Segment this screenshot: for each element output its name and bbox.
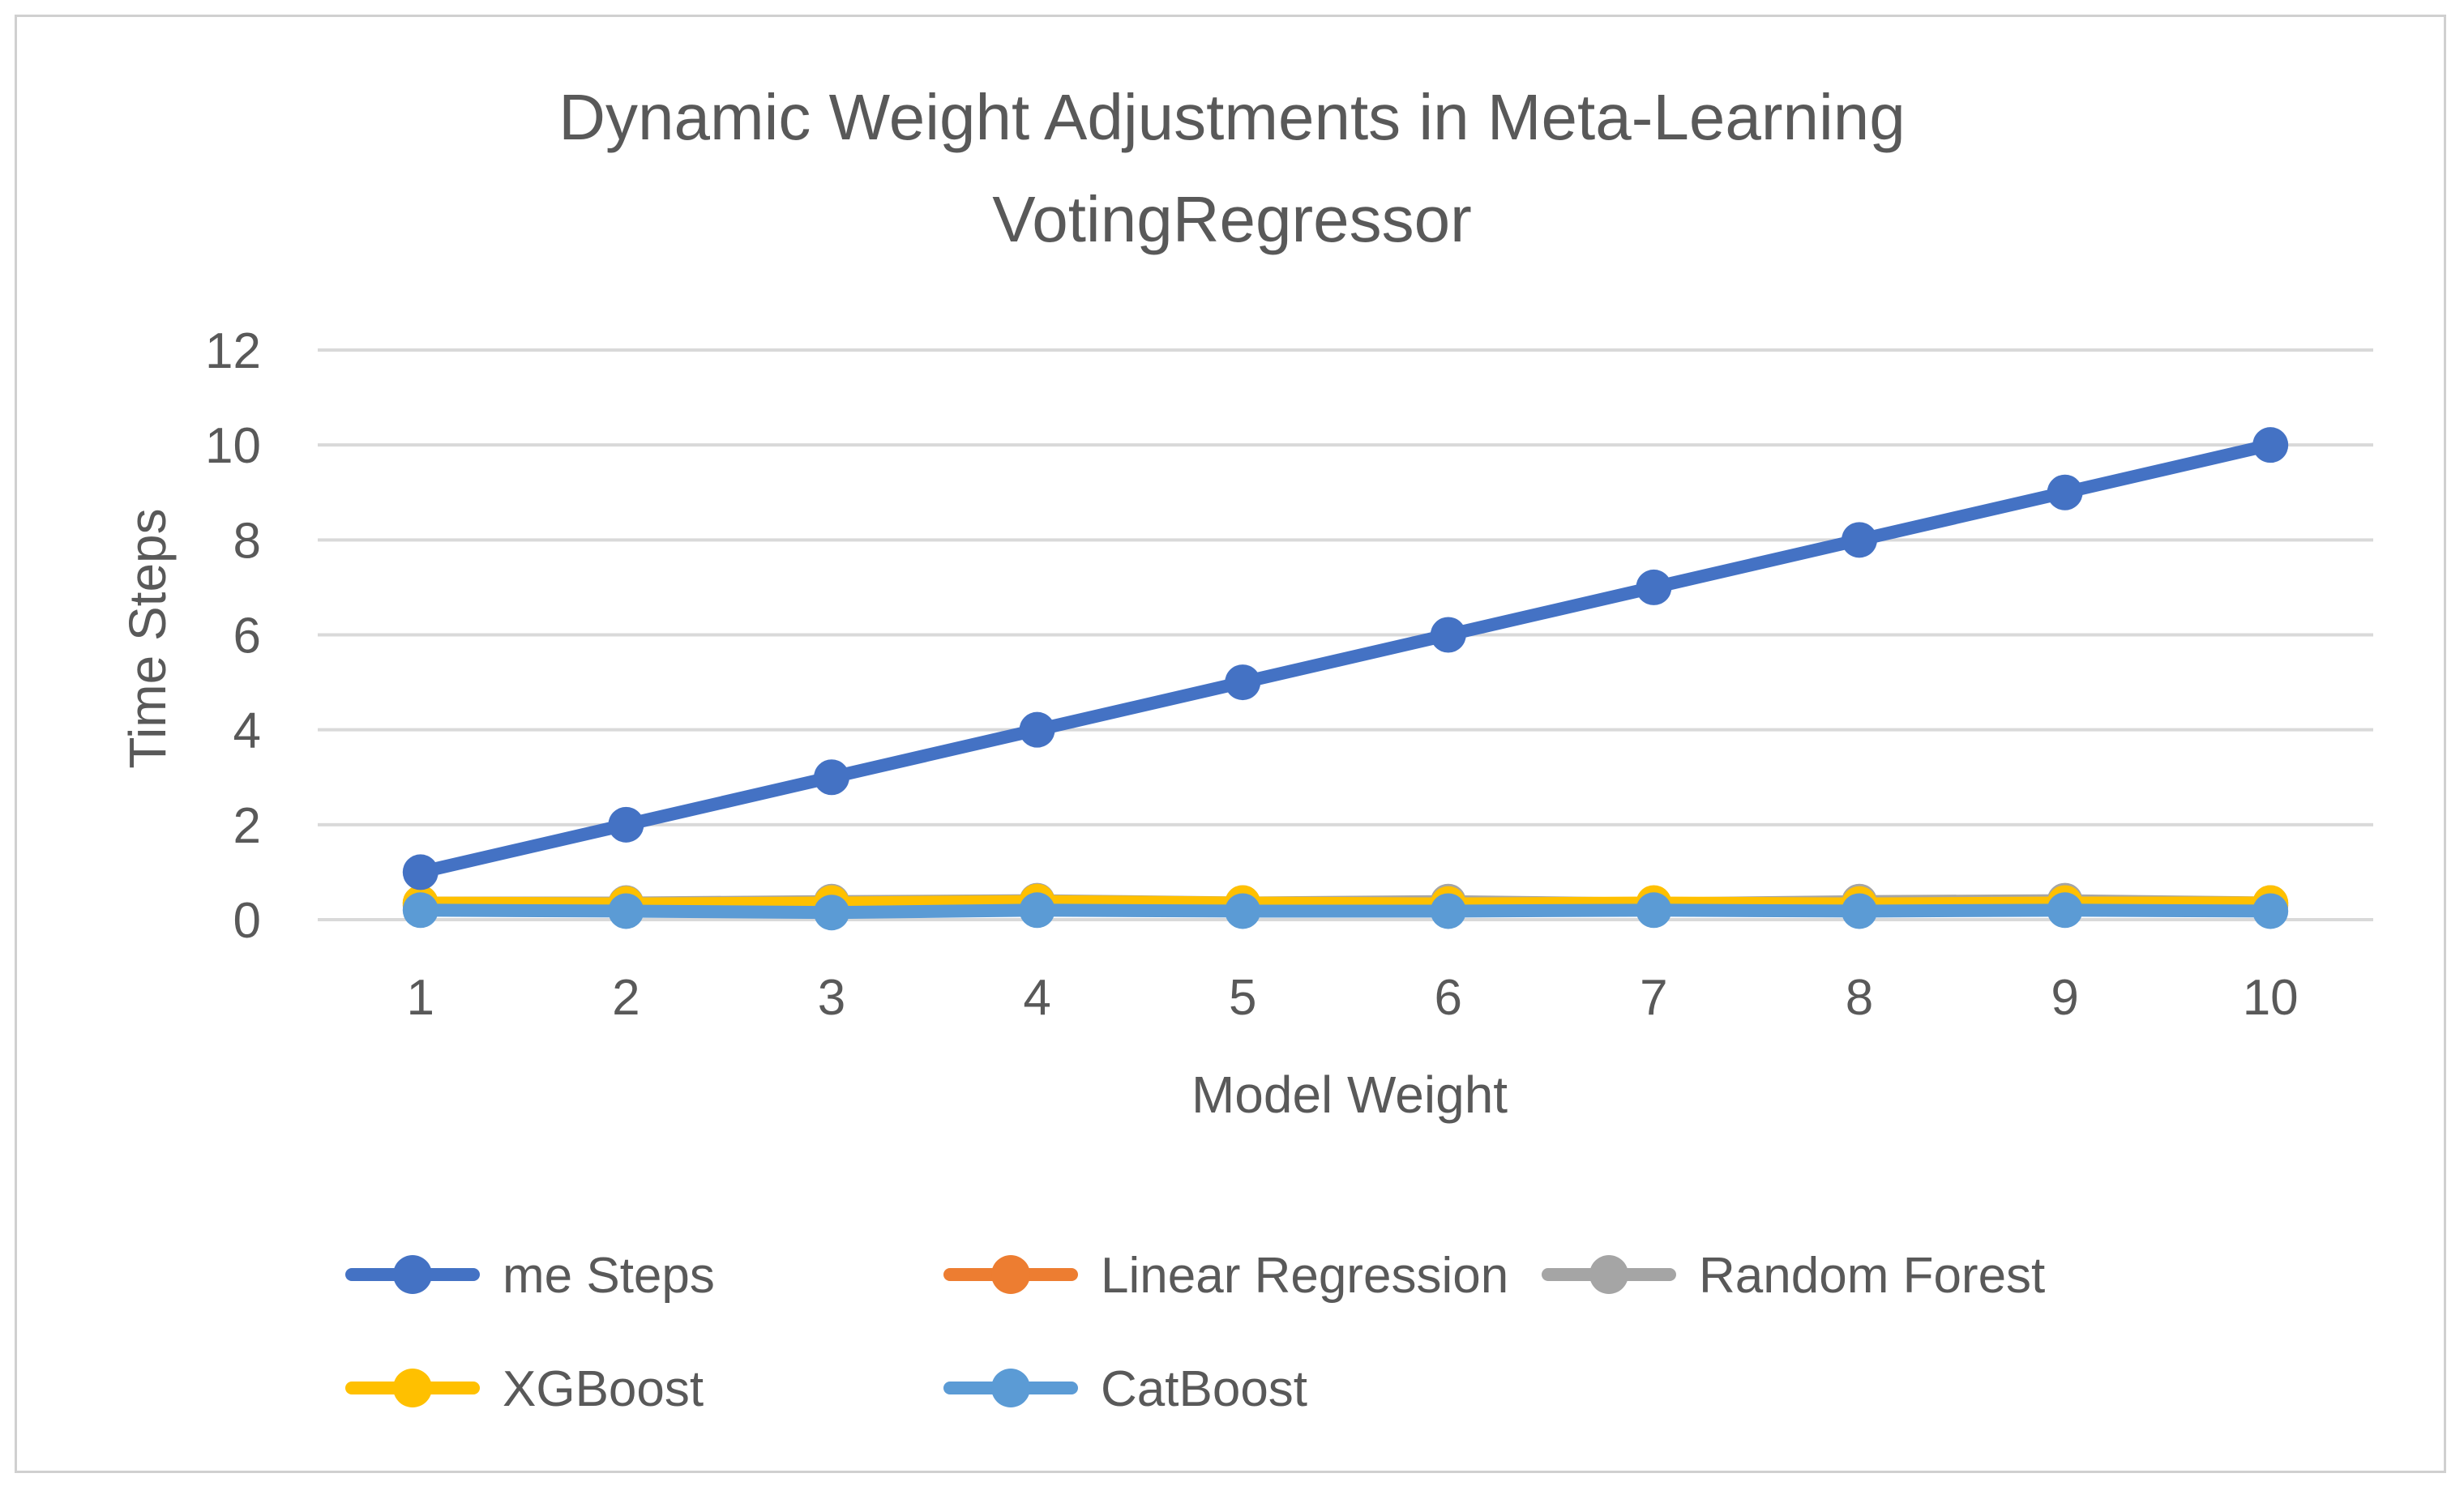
legend-label: Random Forest (1699, 1248, 2045, 1304)
y-tick-label: 12 (205, 323, 261, 379)
series-me-steps (402, 427, 2289, 890)
y-tick-label: 4 (233, 703, 261, 759)
x-tick-label: 5 (1229, 970, 1256, 1026)
data-point (402, 892, 438, 929)
legend-swatch-marker (393, 1369, 432, 1407)
legend-item: Random Forest (1542, 1248, 2045, 1304)
x-tick-label: 9 (2051, 970, 2078, 1026)
y-tick-label: 2 (233, 798, 261, 854)
gridlines (318, 348, 2373, 921)
data-point (402, 854, 438, 890)
data-point (608, 806, 644, 843)
legend-swatch-marker (991, 1255, 1030, 1294)
y-axis-tick-labels: 0 2 4 6 8 10 12 (205, 323, 261, 949)
chart-title: Dynamic Weight Adjustments in Meta-Learn… (558, 81, 1906, 255)
x-tick-label: 7 (1640, 970, 1667, 1026)
chart-title-line-1: Dynamic Weight Adjustments in Meta-Learn… (558, 81, 1906, 153)
y-axis-title: Time Steps (118, 508, 177, 768)
chart-title-line-2: VotingRegressor (992, 183, 1471, 255)
series-line (413, 903, 2278, 920)
data-point (814, 895, 849, 931)
data-point (2252, 893, 2289, 929)
legend-swatch-marker (1589, 1255, 1628, 1294)
x-tick-label: 1 (407, 970, 434, 1026)
x-tick-label: 6 (1435, 970, 1462, 1026)
x-tick-label: 2 (612, 970, 640, 1026)
x-tick-label: 8 (1846, 970, 1873, 1026)
y-tick-label: 0 (233, 893, 261, 949)
chart-frame (15, 15, 2446, 1473)
x-tick-label: 4 (1023, 970, 1050, 1026)
data-point (608, 893, 644, 929)
x-axis-tick-labels: 1 2 3 4 5 6 7 8 9 10 (407, 970, 2299, 1026)
x-axis-title: Model Weight (1191, 1066, 1508, 1124)
data-point (1636, 569, 1672, 605)
data-point (1225, 664, 1261, 701)
data-point (1430, 893, 1466, 929)
legend-label: XGBoost (503, 1361, 704, 1417)
data-point (2047, 474, 2083, 510)
series-catboost (402, 892, 2289, 931)
x-tick-label: 10 (2243, 970, 2299, 1026)
legend-item: XGBoost (345, 1361, 704, 1417)
y-tick-label: 6 (233, 609, 261, 664)
data-point (814, 759, 849, 796)
x-tick-label: 3 (818, 970, 845, 1026)
data-point (1430, 617, 1466, 653)
legend-item: me Steps (345, 1248, 715, 1304)
series-line (413, 895, 2278, 911)
legend-label: me Steps (503, 1248, 715, 1304)
data-point (1842, 893, 1877, 929)
data-point (1225, 893, 1261, 929)
legend-swatch-marker (991, 1369, 1030, 1407)
legend-label: CatBoost (1101, 1361, 1307, 1417)
legend-item: CatBoost (943, 1361, 1307, 1417)
data-point (1842, 522, 1877, 558)
data-point (1019, 711, 1055, 748)
legend-swatch-marker (393, 1255, 432, 1294)
legend-label: Linear Regression (1101, 1248, 1508, 1304)
series-lines (402, 427, 2289, 931)
data-point (1019, 892, 1055, 929)
legend-item: Linear Regression (943, 1248, 1508, 1304)
data-point (2252, 427, 2289, 463)
y-tick-label: 10 (205, 418, 261, 474)
y-tick-label: 8 (233, 513, 261, 569)
data-point (2047, 892, 2083, 929)
series-line (413, 438, 2278, 879)
legend: me Steps Linear Regression Random Forest XG… (345, 1248, 2045, 1417)
data-point (1636, 892, 1672, 929)
